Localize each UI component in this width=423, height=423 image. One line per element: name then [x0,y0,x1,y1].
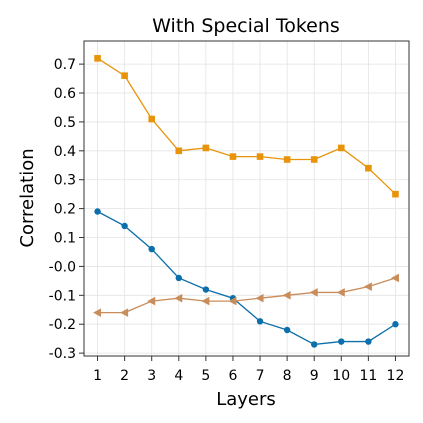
data-point [255,293,264,303]
y-tick-label: 0.5 [54,115,76,131]
x-tick-label: 3 [147,368,156,384]
x-tick-label: 5 [201,368,210,384]
data-point [228,296,237,306]
data-point [365,164,372,172]
data-point [201,296,210,306]
x-tick-label: 11 [359,368,377,384]
x-axis-label: Layers [216,389,276,410]
data-point [282,291,291,300]
series-line [97,57,396,195]
data-point [229,153,237,160]
y-tick-label: 0.1 [54,231,76,247]
series-layer [93,55,399,348]
y-tick-label: -0.3 [49,346,76,362]
data-point [311,341,318,348]
data-point [202,286,210,293]
data-point [256,318,264,325]
data-point [94,208,101,215]
grid [84,41,409,356]
y-tick-label: 0.3 [54,173,76,189]
x-tick-label: 6 [228,368,237,384]
data-point [93,308,102,317]
chart-title: With Special Tokens [152,15,340,37]
x-tick-label: 2 [120,368,129,384]
data-point [174,293,183,303]
y-tick-label: 0.6 [54,86,76,102]
data-point [175,147,183,155]
data-point [94,55,101,62]
x-tick-label: 4 [174,368,183,384]
series-line [97,277,396,314]
data-point [148,245,155,253]
data-point [147,296,156,306]
series-line [97,210,396,346]
data-point [337,144,345,152]
series-2 [94,208,399,348]
y-tick-label: -0.0 [49,259,76,275]
data-point [338,338,345,345]
y-tick-label: -0.2 [49,317,76,333]
ticks: 1 2 3 4 5 6 7 8 9 10 11 120.70.60.50.40.30.20.1-0.0… [49,57,405,384]
data-point [363,282,372,291]
y-tick-label: 0.2 [54,202,76,218]
plot-frame [83,40,410,357]
data-point [309,288,318,297]
data-point [390,273,399,283]
data-point [310,156,318,163]
data-point [392,190,399,198]
data-point [365,338,372,345]
series-1 [94,55,399,198]
y-tick-label: 0.7 [54,57,76,73]
x-tick-label: 9 [310,368,319,384]
data-point [202,144,210,152]
data-point [121,222,128,230]
x-tick-label: 7 [256,368,265,384]
data-point [175,274,182,282]
y-axis-label: Correlation [17,148,38,247]
x-tick-label: 8 [283,368,292,384]
data-point [283,156,291,163]
x-tick-label: 1 [93,368,102,384]
data-point [121,72,128,79]
y-tick-label: -0.1 [49,288,76,304]
data-point [148,115,156,123]
x-tick-label: 10 [332,368,350,384]
data-point [336,288,345,297]
data-point [120,308,129,317]
data-point [256,153,264,160]
data-point [392,321,399,328]
series-3 [93,273,399,317]
x-tick-label: 12 [387,368,405,384]
y-tick-label: 0.4 [54,144,76,160]
data-point [283,326,291,334]
